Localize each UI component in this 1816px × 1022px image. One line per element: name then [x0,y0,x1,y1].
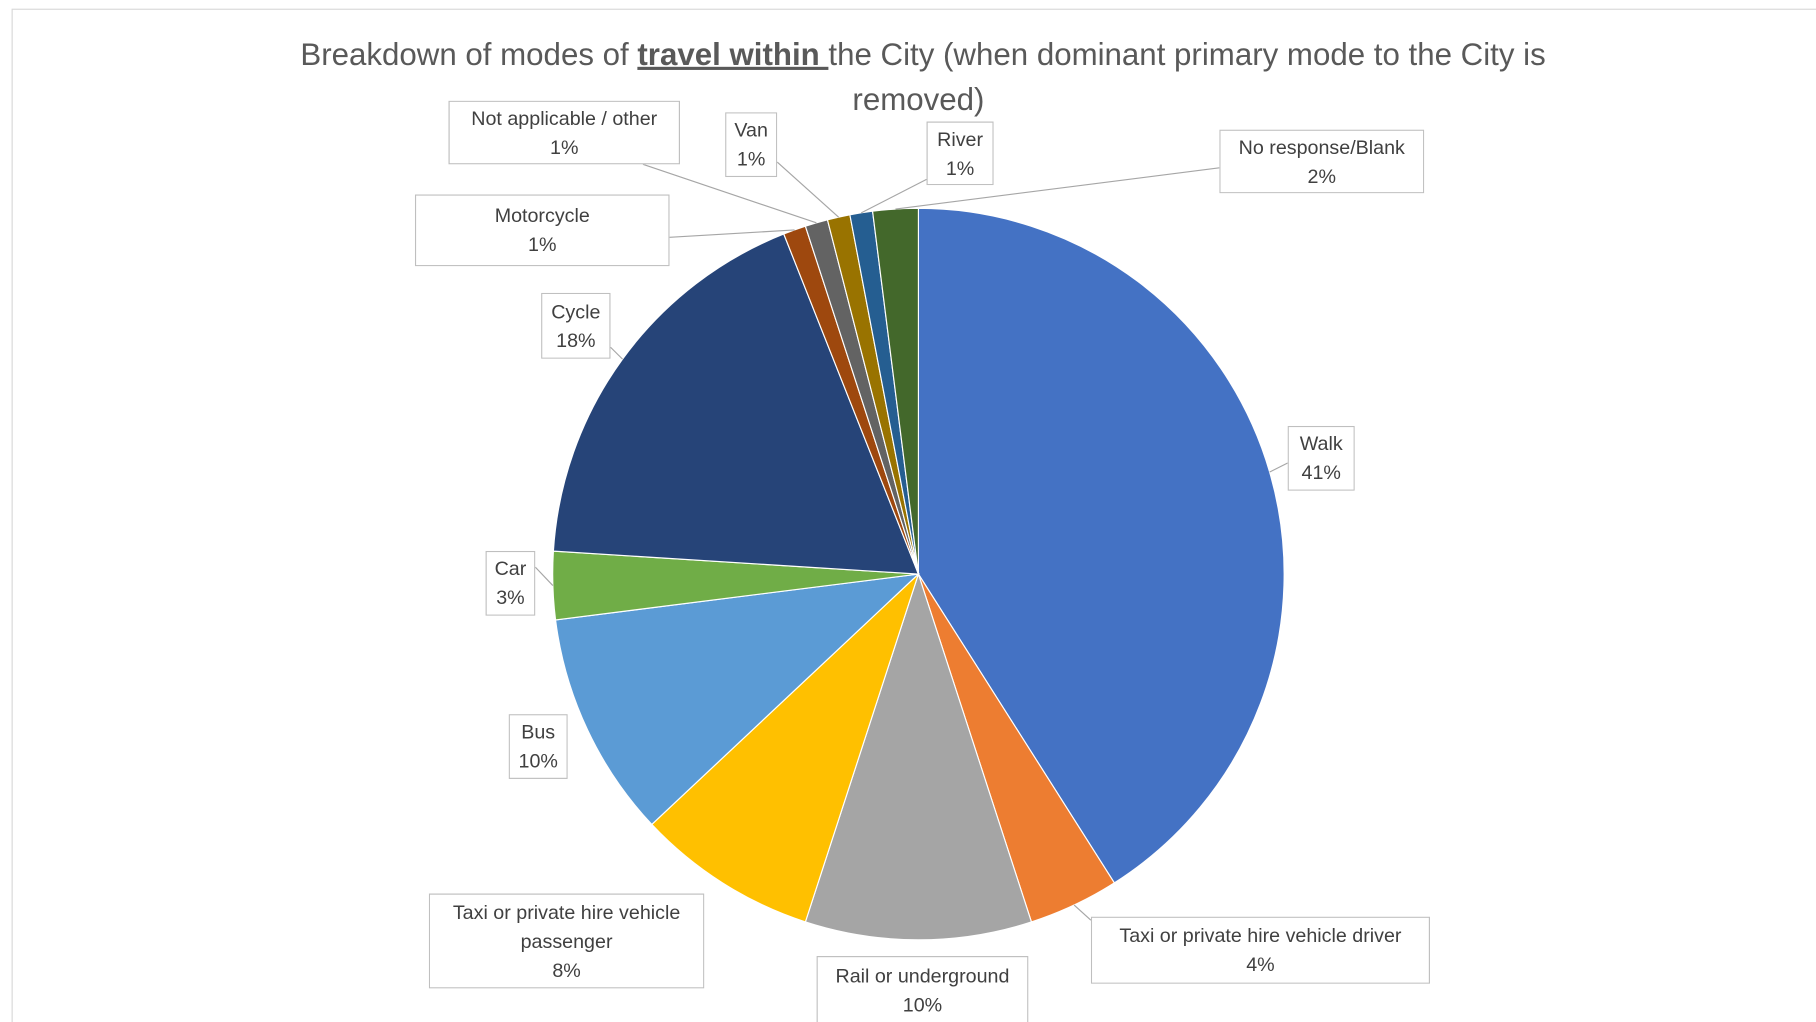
label-value: 10% [902,994,943,1017]
label-name: Van [734,119,768,142]
title-emphasis: travel within [637,37,828,72]
data-label-box: Bus 10% [508,714,568,779]
leader-line [860,178,927,214]
label-name: Rail or underground [835,965,1010,988]
pie-slice [650,573,919,923]
data-label: Van 1% [725,112,778,178]
label-value: 3% [496,586,525,609]
data-label: Motorcycle 1% [414,194,670,267]
data-label-box: Taxi or private hire vehicle passenger 8% [428,893,705,989]
data-label-box: Walk 41% [1287,425,1355,491]
pie-slice [552,233,920,575]
label-name: Cycle [551,300,601,323]
label-value: 18% [556,329,596,352]
label-value: 1% [550,135,579,158]
data-label-box: Rail or underground 10% [816,956,1029,1022]
label-name: Not applicable / other [471,107,658,130]
label-name: No response/Blank [1238,135,1405,158]
data-label-box: No response/Blank 2% [1219,129,1425,194]
data-label-box: Motorcycle 1% [414,194,670,267]
label-value: 2% [1307,164,1336,187]
data-label: Taxi or private hire vehicle passenger 8% [428,893,705,989]
data-label: Walk 41% [1287,425,1355,491]
data-label: Car 3% [485,550,536,616]
title-part: the City (when dominant primary mode to … [828,37,1545,72]
label-name: Taxi or private hire vehicle passenger [452,901,681,952]
leader-line [669,229,795,238]
leader-line [1269,462,1288,473]
data-label: River 1% [926,121,994,186]
label-value: 41% [1301,461,1341,484]
leader-line [776,161,840,218]
data-label: Bus 10% [508,714,568,779]
label-name: River [937,127,984,150]
label-name: Taxi or private hire vehicle driver [1119,924,1402,947]
leader-line [1073,904,1092,921]
data-label: Cycle 18% [541,292,611,359]
data-label-box: Taxi or private hire vehicle driver 4% [1090,916,1430,984]
chart-title: Breakdown of modes of travel within the … [300,37,1545,72]
label-value: 1% [528,233,557,256]
data-label: No response/Blank 2% [1219,129,1425,194]
label-value: 10% [518,750,558,772]
data-label: Taxi or private hire vehicle driver 4% [1090,916,1430,984]
leader-line [610,346,623,360]
label-name: Motorcycle [494,204,590,227]
label-value: 1% [736,148,766,171]
data-label-box: Cycle 18% [541,292,611,359]
data-label-box: Not applicable / other 1% [448,100,680,165]
data-label-box: Van 1% [725,112,778,178]
leader-line [534,566,554,586]
data-label-box: River 1% [926,121,994,186]
data-label: Rail or underground 10% [816,956,1029,1022]
title-part: Breakdown of modes of [300,37,637,72]
pie-slice [804,572,1033,941]
label-value: 8% [552,958,581,981]
data-label: Not applicable / other 1% [448,100,680,165]
label-name: Bus [521,721,556,744]
leader-line [642,163,817,224]
chart-title-line: removed) [852,82,984,117]
data-label-box: Car 3% [485,550,536,616]
pie-slice [554,573,921,826]
label-value: 1% [945,156,975,179]
label-name: Car [494,557,527,580]
leader-line [895,167,1220,210]
label-value: 4% [1246,953,1275,976]
label-name: Walk [1299,432,1343,455]
